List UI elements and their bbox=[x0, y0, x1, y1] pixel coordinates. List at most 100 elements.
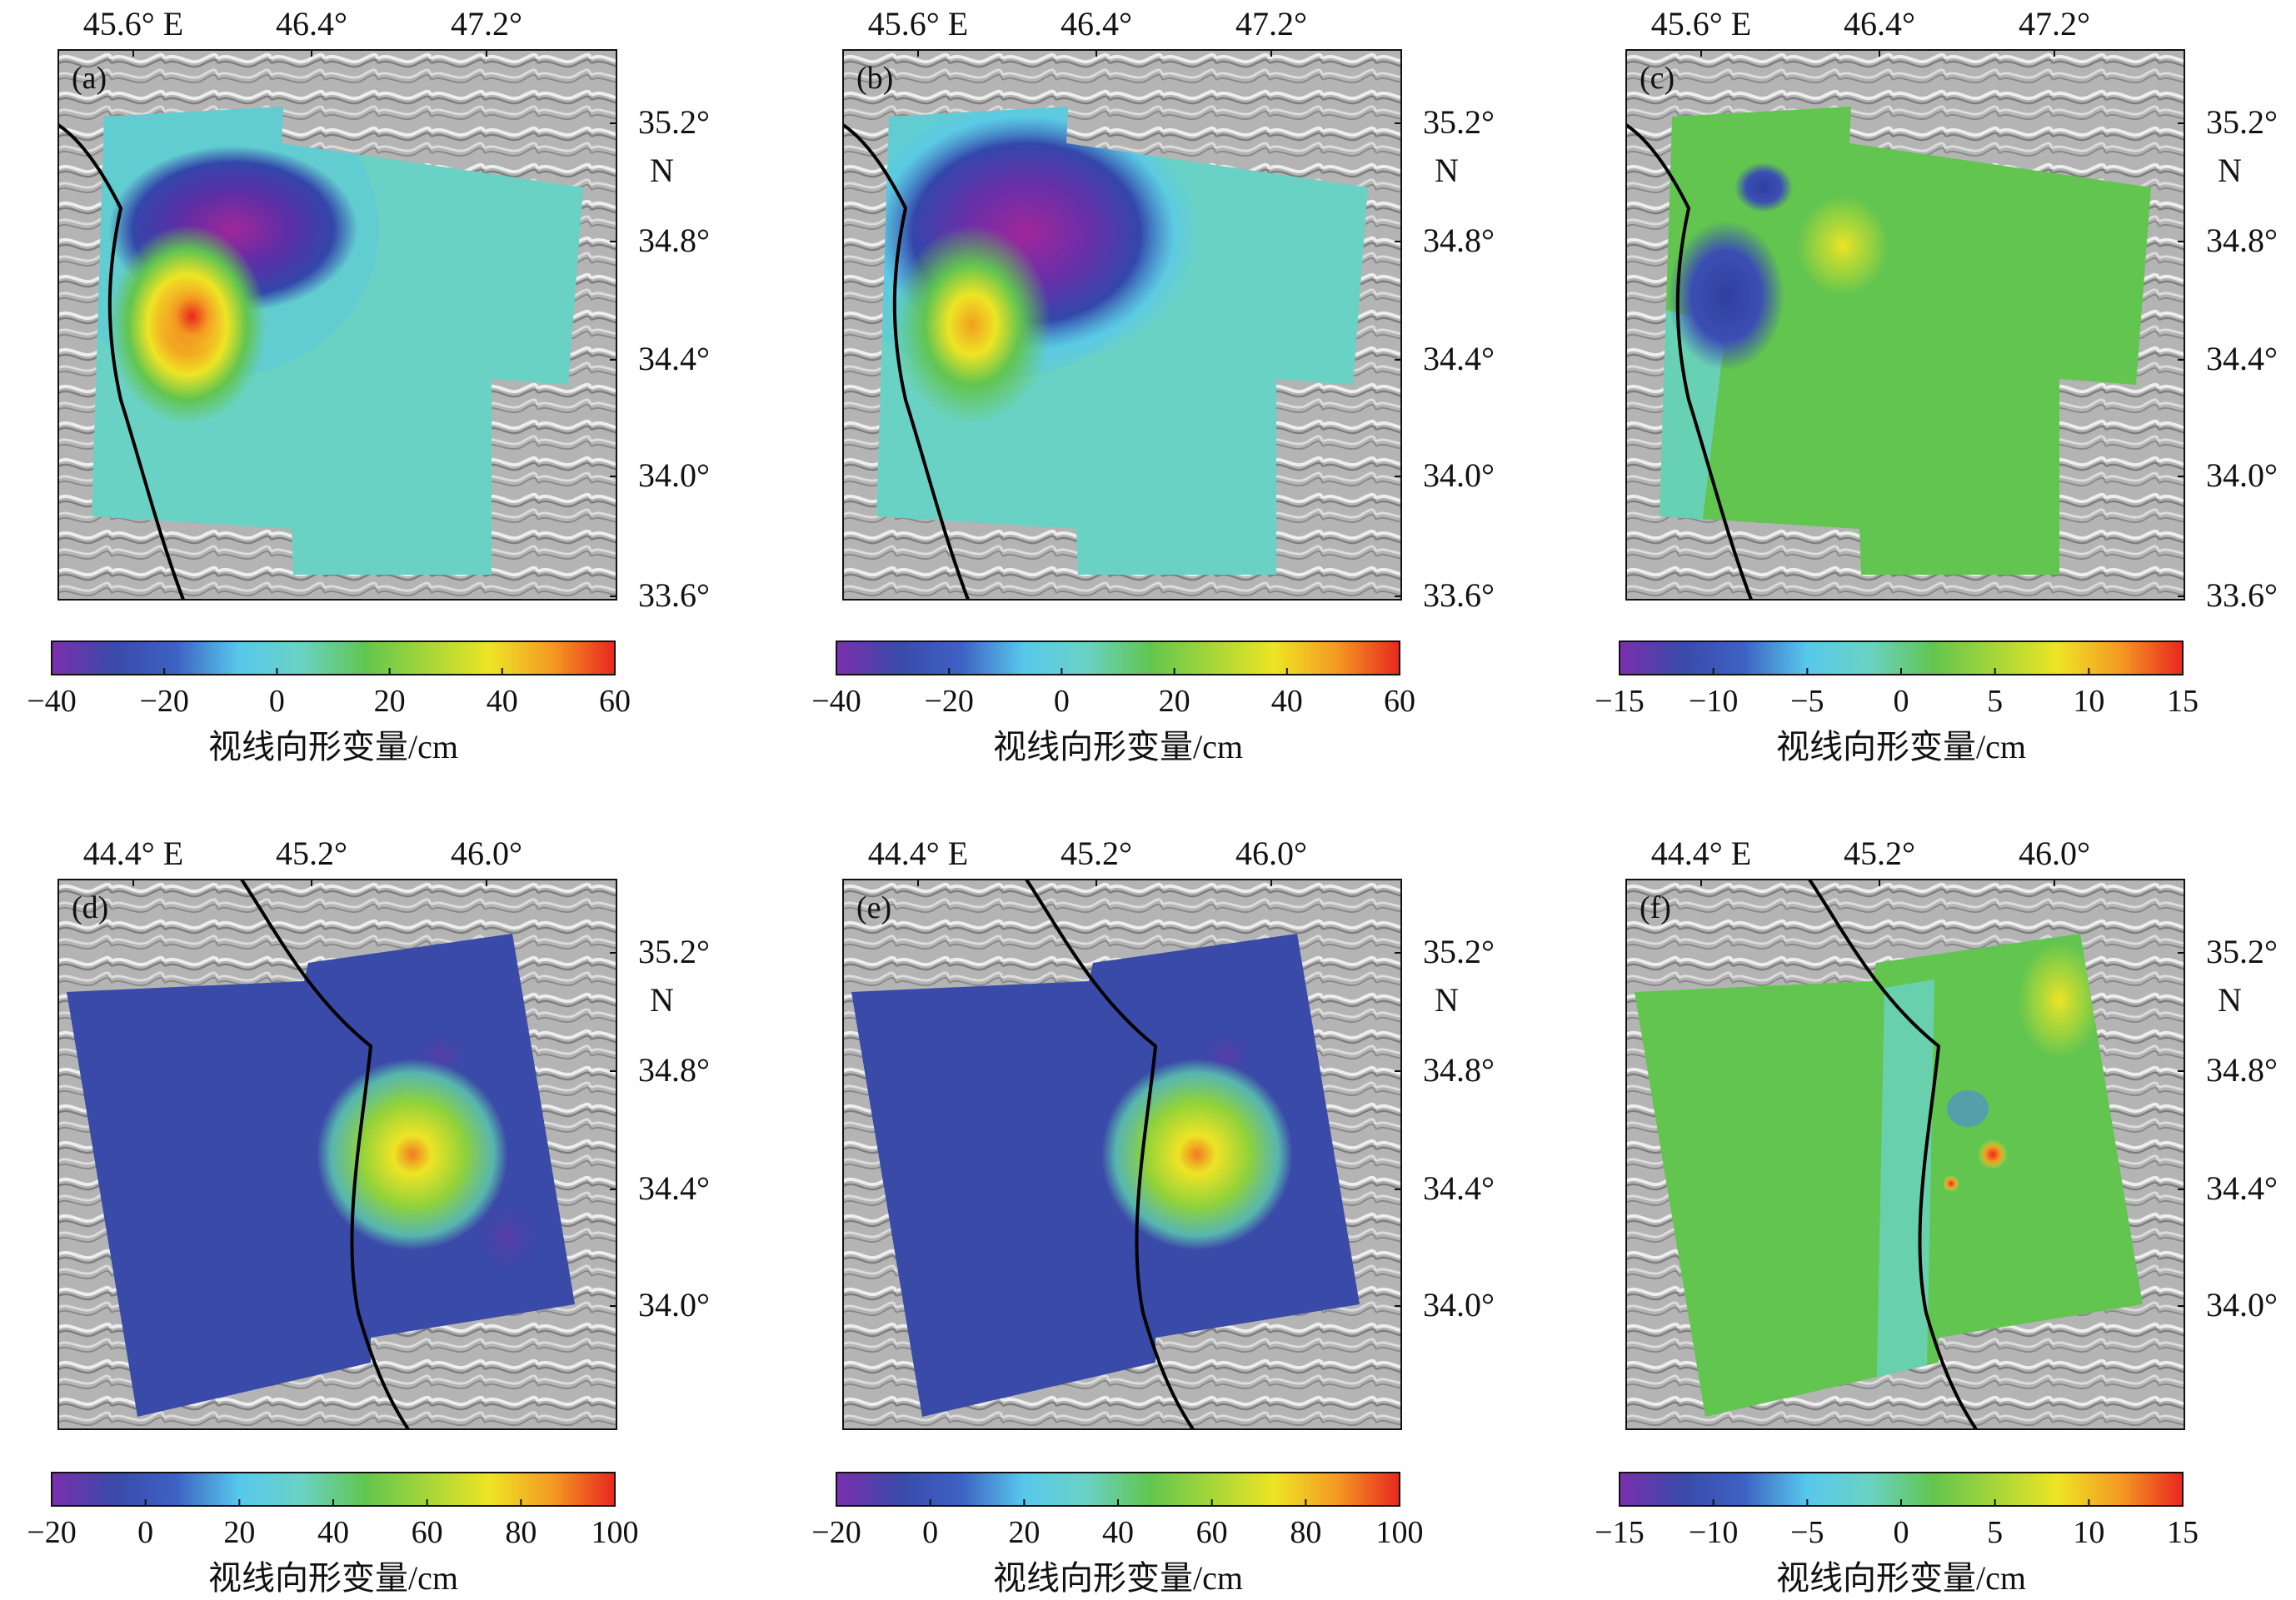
colorbar-tick-label: 0 bbox=[1894, 1515, 1909, 1550]
fault-line bbox=[58, 123, 185, 600]
colorbar-tick-label: 40 bbox=[317, 1515, 349, 1550]
latitude-tick-label: N bbox=[650, 981, 674, 1019]
colorbar-tick-label: −15 bbox=[1595, 684, 1644, 719]
colorbar-tick-label: 0 bbox=[922, 1515, 938, 1550]
colorbar-tick-label: −15 bbox=[1595, 1515, 1644, 1550]
colorbar-tick-label: 0 bbox=[137, 1515, 153, 1550]
latitude-tick-label: N bbox=[1435, 152, 1459, 189]
colorbar-tick-label: 15 bbox=[2167, 684, 2199, 719]
longitude-tick-label: 46.4° bbox=[1844, 5, 1915, 42]
latitude-tick-label: N bbox=[2218, 152, 2242, 189]
longitude-tick-label: 45.2° bbox=[276, 835, 347, 872]
latitude-tick-label: 34.8° bbox=[1423, 222, 1495, 259]
colorbar-tick-label: 15 bbox=[2167, 1515, 2199, 1550]
colorbar-b bbox=[836, 640, 1400, 675]
longitude-tick-label: 45.6° E bbox=[1651, 5, 1751, 42]
colorbar-tick-label: 10 bbox=[2073, 1515, 2104, 1550]
colorbar-tick-label: 0 bbox=[1054, 684, 1070, 719]
map-frame bbox=[57, 49, 617, 601]
colorbar-tick-label: 40 bbox=[1102, 1515, 1134, 1550]
latitude-tick-label: 35.2° bbox=[1423, 103, 1495, 141]
colorbar-tick-label: 10 bbox=[2073, 684, 2104, 719]
latitude-tick-label: 34.8° bbox=[2206, 222, 2278, 259]
longitude-tick-label: 45.2° bbox=[1061, 835, 1132, 872]
colorbar-tick-label: 80 bbox=[505, 1515, 537, 1550]
colorbar-tick-label: 5 bbox=[1987, 684, 2003, 719]
latitude-tick-label: 34.0° bbox=[638, 456, 710, 494]
longitude-tick-label: 45.2° bbox=[1844, 835, 1915, 872]
longitude-tick-label: 46.4° bbox=[276, 5, 347, 42]
fault-line bbox=[1626, 123, 1753, 600]
latitude-tick-label: 34.0° bbox=[1423, 1286, 1495, 1323]
colorbar-tick-label: 100 bbox=[1376, 1515, 1424, 1550]
fault-line bbox=[843, 123, 970, 600]
colorbar-tick-label: 60 bbox=[1384, 684, 1415, 719]
colorbar-tick-label: 20 bbox=[1008, 1515, 1040, 1550]
longitude-tick-label: 46.0° bbox=[2019, 835, 2090, 872]
colorbar-tick-label: −20 bbox=[27, 1515, 76, 1550]
colorbar-tick-label: 20 bbox=[374, 684, 406, 719]
latitude-tick-label: 34.8° bbox=[1423, 1051, 1495, 1089]
map-frame bbox=[1625, 49, 2185, 601]
colorbar-title: 视线向形变量/cm bbox=[208, 1559, 458, 1597]
panel-label: (c) bbox=[1640, 61, 1675, 96]
panel-f: (f) 44.4° E 45.2° 46.0° 35.2° N 34.8° 34.4° 34.0… bbox=[1595, 835, 2278, 1597]
panel-d: (d) 44.4° E 45.2° 46.0° 35.2° N 34.8° 34.4° 34.0… bbox=[27, 835, 710, 1597]
panel-b: (b) 45.6° E 46.4° 47.2° 35.2° N 34.8° 34.4° 34.0… bbox=[811, 5, 1495, 765]
deformation-field-a bbox=[92, 107, 583, 575]
latitude-tick-label: 35.2° bbox=[2206, 103, 2278, 141]
colorbar-title: 视线向形变量/cm bbox=[1776, 728, 2026, 765]
map-area bbox=[58, 880, 616, 1429]
colorbar-tick-label: 100 bbox=[591, 1515, 639, 1550]
latitude-tick-label: 33.6° bbox=[2206, 576, 2278, 614]
panel-e: (e) 44.4° E 45.2° 46.0° 35.2° N 34.8° 34.4° 34.0… bbox=[811, 835, 1495, 1597]
map-area bbox=[58, 50, 616, 600]
colorbar-tick-label: 20 bbox=[1159, 684, 1190, 719]
longitude-tick-label: 44.4° E bbox=[868, 835, 968, 872]
colorbar-tick-label: −40 bbox=[811, 684, 861, 719]
colorbar-title: 视线向形变量/cm bbox=[208, 728, 458, 765]
colorbar-tick-label: 60 bbox=[599, 684, 631, 719]
colorbar-tick-label: 0 bbox=[1894, 684, 1909, 719]
map-frame bbox=[57, 879, 617, 1430]
longitude-tick-label: 46.0° bbox=[1235, 835, 1307, 872]
colorbar-tick-label: −10 bbox=[1689, 1515, 1738, 1550]
colorbar-tick-label: 5 bbox=[1987, 1515, 2003, 1550]
colorbar-tick-label: −5 bbox=[1790, 1515, 1824, 1550]
latitude-tick-label: 35.2° bbox=[2206, 933, 2278, 970]
latitude-tick-label: 34.4° bbox=[638, 1169, 710, 1207]
panel-a: (a) 45.6° E 46.4° 47.2° 35.2° N 34.8° 34.4° 34.0… bbox=[27, 5, 710, 765]
latitude-tick-label: 34.4° bbox=[1423, 1169, 1495, 1207]
colorbar-tick-label: −10 bbox=[1689, 684, 1738, 719]
panel-label: (a) bbox=[72, 61, 107, 96]
map-frame bbox=[842, 879, 1402, 1430]
longitude-tick-label: 44.4° E bbox=[83, 835, 183, 872]
latitude-tick-label: 35.2° bbox=[638, 103, 710, 141]
colorbar-tick-label: 60 bbox=[1196, 1515, 1228, 1550]
colorbar-tick-label: −20 bbox=[924, 684, 973, 719]
latitude-tick-label: 34.4° bbox=[1423, 340, 1495, 377]
panel-label: (f) bbox=[1640, 890, 1671, 925]
colorbar-tick-label: 20 bbox=[223, 1515, 255, 1550]
colorbar-tick-label: −20 bbox=[811, 1515, 861, 1550]
panel-label: (e) bbox=[856, 890, 891, 925]
longitude-tick-label: 47.2° bbox=[1235, 5, 1307, 42]
latitude-tick-label: 34.0° bbox=[2206, 1286, 2278, 1323]
fault-line bbox=[240, 880, 410, 1429]
map-area bbox=[1626, 50, 2184, 600]
longitude-tick-label: 47.2° bbox=[2019, 5, 2090, 42]
longitude-tick-label: 45.6° E bbox=[83, 5, 183, 42]
latitude-tick-label: N bbox=[1435, 981, 1459, 1019]
latitude-tick-label: 34.4° bbox=[638, 340, 710, 377]
colorbar-tick-label: 80 bbox=[1290, 1515, 1321, 1550]
latitude-tick-label: 34.8° bbox=[638, 1051, 710, 1089]
map-area bbox=[843, 880, 1401, 1429]
latitude-tick-label: 34.0° bbox=[1423, 456, 1495, 494]
map-frame bbox=[1625, 879, 2185, 1430]
colorbar-title: 视线向形变量/cm bbox=[993, 1559, 1243, 1597]
latitude-tick-label: 33.6° bbox=[1423, 576, 1495, 614]
longitude-tick-label: 44.4° E bbox=[1651, 835, 1751, 872]
colorbar-title: 视线向形变量/cm bbox=[993, 728, 1243, 765]
colorbar-a bbox=[51, 640, 616, 675]
